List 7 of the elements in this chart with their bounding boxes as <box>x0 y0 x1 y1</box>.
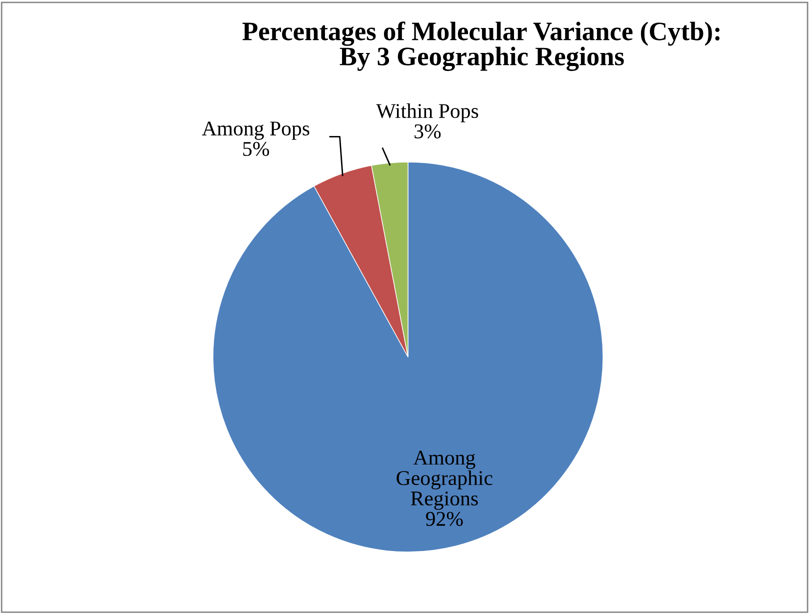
slice-label: Among Pops <box>202 122 310 140</box>
data-label: 5% <box>243 142 270 156</box>
chart-title: Percentages of Molecular Variance (Cytb): By 3 Geographic Regions <box>242 21 720 71</box>
data-label: 92% <box>426 512 463 526</box>
data-label: 3% <box>414 124 441 138</box>
slice-label: Among Geographic Regions <box>396 450 492 510</box>
slice-label: Within Pops <box>376 103 478 122</box>
